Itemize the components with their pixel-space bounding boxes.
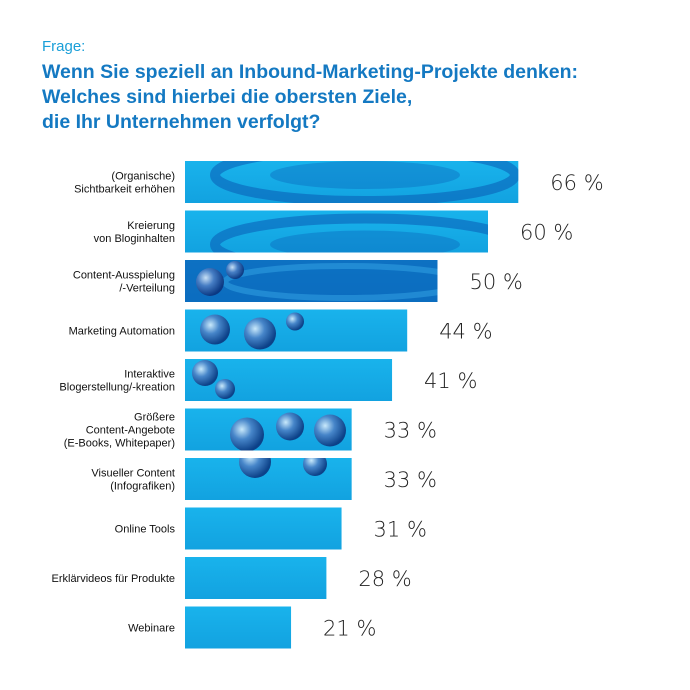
bar-row: (Organische)Sichtbarkeit erhöhen 66 %: [74, 161, 604, 203]
category-label: (Organische): [111, 171, 175, 183]
bar-decoration: [192, 360, 235, 399]
bar-row: Erklärvideos für Produkte 28 %: [52, 557, 412, 599]
chart-title-line-2: Welches sind hierbei die obersten Ziele,: [42, 86, 413, 108]
bar-row: Content-Ausspielung/-Verteilung 50 %: [73, 260, 523, 302]
category-label: Größere: [134, 412, 175, 424]
category-label: (Infografiken): [110, 481, 175, 493]
bar-decoration: [230, 412, 346, 451]
chart-title-line-3: die Ihr Unternehmen verfolgt?: [42, 111, 321, 133]
category-label: Kreierung: [127, 220, 175, 232]
value-label: 66 %: [550, 171, 603, 195]
value-label: 28 %: [358, 567, 411, 591]
bar-decoration: [185, 260, 438, 302]
value-label: 41 %: [424, 369, 477, 393]
bar-decoration: [239, 458, 327, 478]
value-label: 31 %: [374, 518, 427, 542]
category-label: Interaktive: [124, 369, 175, 381]
category-label: Visueller Content: [91, 468, 175, 480]
category-label: Content-Angebote: [86, 425, 175, 437]
bar-chart: (Organische)Sichtbarkeit erhöhen 66 % Krei…: [52, 161, 604, 649]
value-label: 50 %: [470, 270, 523, 294]
category-label: von Bloginhalten: [94, 233, 175, 245]
value-label: 33 %: [384, 468, 437, 492]
bar: [185, 557, 327, 599]
category-label: Content-Ausspielung: [73, 270, 175, 282]
category-label: Webinare: [128, 623, 175, 635]
value-label: 21 %: [323, 617, 376, 641]
bar-row: Online Tools 31 %: [115, 507, 427, 550]
category-label: Blogerstellung/-kreation: [59, 382, 175, 394]
category-label: Online Tools: [115, 524, 176, 536]
bar: [185, 507, 342, 550]
bar-row: Visueller Content(Infografiken) 33 %: [91, 458, 437, 500]
bar-row: Webinare 21 %: [128, 606, 376, 649]
chart-title: Wenn Sie speziell an Inbound-Marketing-P…: [42, 60, 672, 135]
question-kicker: Frage:: [42, 38, 86, 55]
bar: [185, 359, 393, 401]
category-label: (E-Books, Whitepaper): [64, 438, 175, 450]
category-label: Marketing Automation: [69, 326, 175, 338]
value-label: 33 %: [384, 419, 437, 443]
category-label: Sichtbarkeit erhöhen: [74, 184, 175, 196]
bar-decoration: [210, 161, 519, 203]
value-label: 60 %: [520, 221, 573, 245]
bar-decoration: [210, 213, 488, 253]
value-label: 44 %: [439, 320, 492, 344]
chart-title-line-1: Wenn Sie speziell an Inbound-Marketing-P…: [42, 61, 578, 83]
bar-decoration: [200, 312, 304, 350]
bar-row: Marketing Automation 44 %: [69, 309, 493, 352]
category-label: Erklärvideos für Produkte: [52, 573, 176, 585]
category-label: /-Verteilung: [119, 283, 175, 295]
bar: [185, 606, 292, 649]
